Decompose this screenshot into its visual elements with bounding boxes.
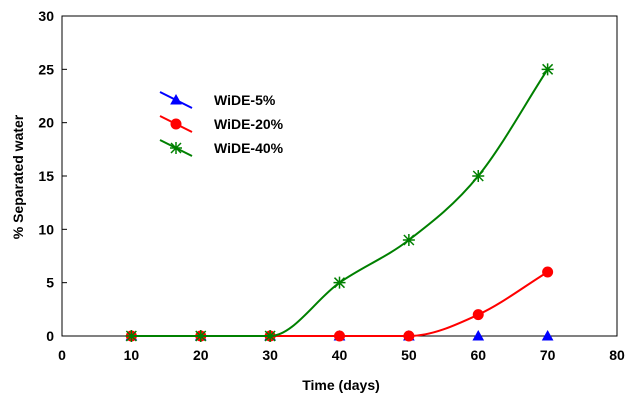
- legend-item: WiDE-20%: [159, 115, 284, 133]
- x-tick-label: 20: [193, 347, 209, 363]
- x-tick-label: 0: [58, 347, 66, 363]
- legend-label: WiDE-20%: [214, 116, 284, 132]
- legend-marker: [170, 142, 182, 154]
- legend: WiDE-5% WiDE-20% WiDE-40%: [152, 88, 295, 158]
- x-tick-label: 10: [124, 347, 140, 363]
- data-point: [264, 330, 277, 342]
- x-axis-ticks: 0 10 20 30 40 50 60 70 80: [58, 331, 625, 363]
- x-tick-label: 40: [332, 347, 348, 363]
- data-point: [125, 330, 138, 342]
- y-axis-ticks: 0 5 10 15 20 25 30: [38, 8, 67, 344]
- x-tick-label: 60: [470, 347, 486, 363]
- x-tick-label: 70: [540, 347, 556, 363]
- y-tick-label: 30: [38, 8, 54, 24]
- y-tick-label: 0: [46, 328, 54, 344]
- y-axis-title: % Separated water: [10, 114, 26, 239]
- legend-item: WiDE-5%: [159, 91, 276, 109]
- y-tick-label: 15: [38, 168, 54, 184]
- data-point: [194, 330, 207, 342]
- x-axis-title: Time (days): [302, 377, 380, 393]
- data-point: [542, 266, 554, 278]
- x-tick-label: 50: [401, 347, 417, 363]
- x-tick-label: 30: [262, 347, 278, 363]
- data-point: [472, 329, 485, 341]
- data-point: [403, 330, 415, 342]
- legend-label: WiDE-5%: [214, 92, 276, 108]
- legend-marker: [170, 118, 182, 130]
- legend-marker: [170, 93, 182, 105]
- data-point: [333, 276, 346, 289]
- y-tick-label: 5: [46, 275, 54, 291]
- legend-item: WiDE-40%: [159, 139, 284, 157]
- data-point: [541, 63, 554, 76]
- data-point: [402, 234, 415, 246]
- series-layer: [125, 63, 554, 342]
- legend-label: WiDE-40%: [214, 140, 284, 156]
- data-point: [334, 330, 345, 342]
- data-point: [541, 329, 554, 341]
- x-tick-label: 80: [609, 347, 625, 363]
- data-point: [472, 309, 484, 321]
- y-tick-label: 10: [38, 221, 54, 237]
- y-tick-label: 25: [38, 61, 54, 77]
- series-3: [125, 63, 554, 342]
- y-tick-label: 20: [38, 115, 54, 131]
- data-point: [472, 170, 485, 182]
